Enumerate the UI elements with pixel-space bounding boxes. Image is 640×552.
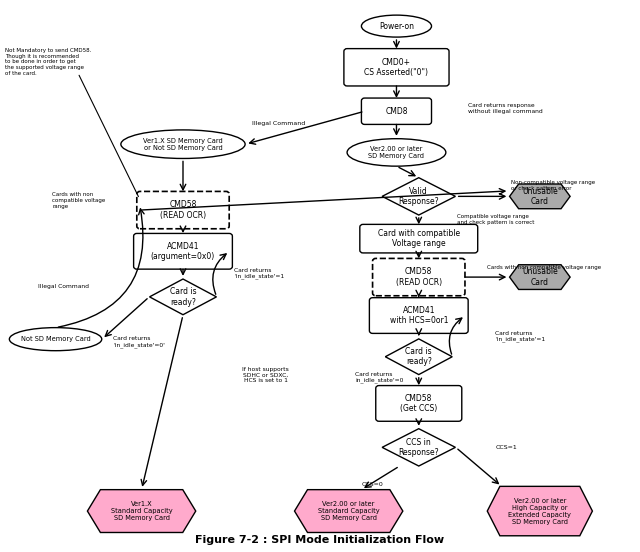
Polygon shape	[509, 265, 570, 289]
Polygon shape	[487, 486, 593, 536]
Text: ACMD41
(argument=0x0): ACMD41 (argument=0x0)	[151, 242, 215, 261]
Text: Power-on: Power-on	[379, 22, 414, 30]
Text: Ver2.00 or later
High Capacity or
Extended Capacity
SD Memory Card: Ver2.00 or later High Capacity or Extend…	[508, 497, 572, 524]
Polygon shape	[88, 490, 196, 533]
Polygon shape	[385, 339, 452, 375]
Text: Valid
Response?: Valid Response?	[399, 187, 439, 206]
Text: Unusable
Card: Unusable Card	[522, 187, 557, 206]
FancyBboxPatch shape	[137, 192, 229, 229]
FancyBboxPatch shape	[360, 224, 477, 253]
Text: Illegal Command: Illegal Command	[38, 284, 90, 289]
Text: Card is
ready?: Card is ready?	[406, 347, 432, 367]
Ellipse shape	[121, 130, 245, 158]
Polygon shape	[382, 178, 456, 215]
FancyBboxPatch shape	[369, 298, 468, 333]
Text: Cards with non
compatible voltage
range: Cards with non compatible voltage range	[52, 192, 106, 209]
Text: Cards with non compatible voltage range: Cards with non compatible voltage range	[487, 266, 601, 270]
Text: If host supports
SDHC or SDXC,
HCS is set to 1: If host supports SDHC or SDXC, HCS is se…	[243, 367, 289, 383]
Text: Not Mandatory to send CMD58.
Though it is recommended
to be done in order to get: Not Mandatory to send CMD58. Though it i…	[4, 47, 91, 76]
Text: CCS=1: CCS=1	[495, 445, 517, 450]
Polygon shape	[382, 429, 456, 466]
FancyBboxPatch shape	[134, 233, 232, 269]
Text: Ver1.X
Standard Capacity
SD Memory Card: Ver1.X Standard Capacity SD Memory Card	[111, 501, 172, 521]
Text: Card is
ready?: Card is ready?	[170, 287, 196, 306]
Text: Card returns
in_idle_state'=0: Card returns in_idle_state'=0	[355, 372, 403, 383]
Text: Card with compatible
Voltage range: Card with compatible Voltage range	[378, 229, 460, 248]
Text: Card returns
'in_idle_state'=0': Card returns 'in_idle_state'=0'	[113, 336, 164, 348]
Ellipse shape	[362, 15, 431, 37]
Text: Illegal Command: Illegal Command	[252, 121, 305, 126]
Polygon shape	[150, 279, 216, 315]
Text: CMD0+
CS Asserted("0"): CMD0+ CS Asserted("0")	[364, 57, 428, 77]
Text: ACMD41
with HCS=0or1: ACMD41 with HCS=0or1	[390, 306, 448, 325]
FancyBboxPatch shape	[372, 258, 465, 296]
Text: Compatible voltage range
and check pattern is correct: Compatible voltage range and check patte…	[457, 214, 534, 225]
Text: CMD58
(READ OCR): CMD58 (READ OCR)	[396, 267, 442, 287]
Text: Ver2.00 or later
Standard Capacity
SD Memory Card: Ver2.00 or later Standard Capacity SD Me…	[318, 501, 380, 521]
Text: CMD58
(Get CCS): CMD58 (Get CCS)	[400, 394, 437, 413]
Polygon shape	[509, 184, 570, 209]
Text: Not SD Memory Card: Not SD Memory Card	[20, 336, 90, 342]
Ellipse shape	[347, 139, 446, 166]
Text: Card returns response
without illegal command: Card returns response without illegal co…	[468, 103, 543, 114]
Text: CMD58
(READ OCR): CMD58 (READ OCR)	[160, 200, 206, 220]
Text: CMD8: CMD8	[385, 107, 408, 116]
Ellipse shape	[10, 328, 102, 351]
Text: Ver1.X SD Memory Card
or Not SD Memory Card: Ver1.X SD Memory Card or Not SD Memory C…	[143, 137, 223, 151]
FancyBboxPatch shape	[376, 385, 462, 421]
FancyBboxPatch shape	[344, 49, 449, 86]
Text: Ver2.00 or later
SD Memory Card: Ver2.00 or later SD Memory Card	[369, 146, 424, 159]
Text: Figure 7-2 : SPI Mode Initialization Flow: Figure 7-2 : SPI Mode Initialization Flo…	[195, 535, 445, 545]
Text: Unusable
Card: Unusable Card	[522, 267, 557, 287]
Text: Card returns
'in_idle_state'=1: Card returns 'in_idle_state'=1	[234, 268, 284, 279]
FancyBboxPatch shape	[362, 98, 431, 124]
Text: Non-compatible voltage range
or check pattern error: Non-compatible voltage range or check pa…	[511, 180, 595, 191]
Polygon shape	[294, 490, 403, 533]
Text: CCS=0: CCS=0	[362, 482, 384, 487]
Text: Card returns
'in_idle_state'=1: Card returns 'in_idle_state'=1	[495, 331, 545, 342]
Text: CCS in
Response?: CCS in Response?	[399, 438, 439, 457]
